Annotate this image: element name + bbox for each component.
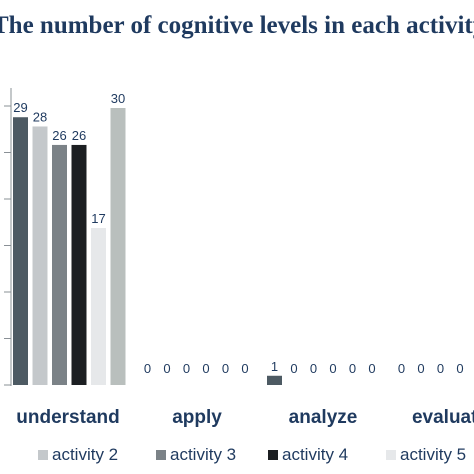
bar xyxy=(32,126,48,385)
data-label: 0 xyxy=(456,361,463,376)
data-label: 1 xyxy=(271,359,278,374)
data-label: 28 xyxy=(33,109,47,124)
y-axis-ticks xyxy=(4,105,11,386)
plot-area: 292826261730000000100000000000 xyxy=(13,91,464,385)
data-label: 0 xyxy=(437,361,444,376)
data-label: 26 xyxy=(72,128,86,143)
data-label: 0 xyxy=(368,361,375,376)
data-label: 0 xyxy=(329,361,336,376)
data-label: 0 xyxy=(349,361,356,376)
data-label: 0 xyxy=(417,361,424,376)
legend-label: activity 5 xyxy=(400,445,466,464)
legend-label: activity 2 xyxy=(52,445,118,464)
data-label: 17 xyxy=(91,211,105,226)
data-label: 26 xyxy=(52,128,66,143)
bar xyxy=(13,117,28,385)
data-label: 29 xyxy=(13,100,27,115)
category-label: analyze xyxy=(289,407,358,428)
data-label: 0 xyxy=(241,361,248,376)
data-label: 0 xyxy=(163,361,170,376)
chart-title: The number of cognitive levels in each a… xyxy=(0,12,474,39)
legend-label: activity 3 xyxy=(170,445,236,464)
data-label: 0 xyxy=(222,361,229,376)
bar xyxy=(267,375,282,385)
data-label: 30 xyxy=(111,91,125,106)
legend-swatch xyxy=(38,450,48,460)
data-label: 0 xyxy=(398,361,405,376)
legend-swatch xyxy=(156,450,166,460)
bar xyxy=(71,144,87,385)
category-labels: understand apply analyze evaluate xyxy=(16,407,474,428)
legend-swatch xyxy=(386,450,396,460)
category-label: apply xyxy=(172,407,222,428)
data-label: 0 xyxy=(310,361,317,376)
data-label: 0 xyxy=(183,361,190,376)
bar xyxy=(110,108,126,385)
bar xyxy=(52,144,67,385)
category-label: understand xyxy=(16,407,119,428)
legend-swatch xyxy=(268,450,278,460)
data-label: 0 xyxy=(290,361,297,376)
legend-label: activity 4 xyxy=(282,445,348,464)
data-label: 0 xyxy=(144,361,151,376)
data-label: 0 xyxy=(202,361,209,376)
bar xyxy=(91,228,106,385)
category-label: evaluate xyxy=(412,407,474,428)
